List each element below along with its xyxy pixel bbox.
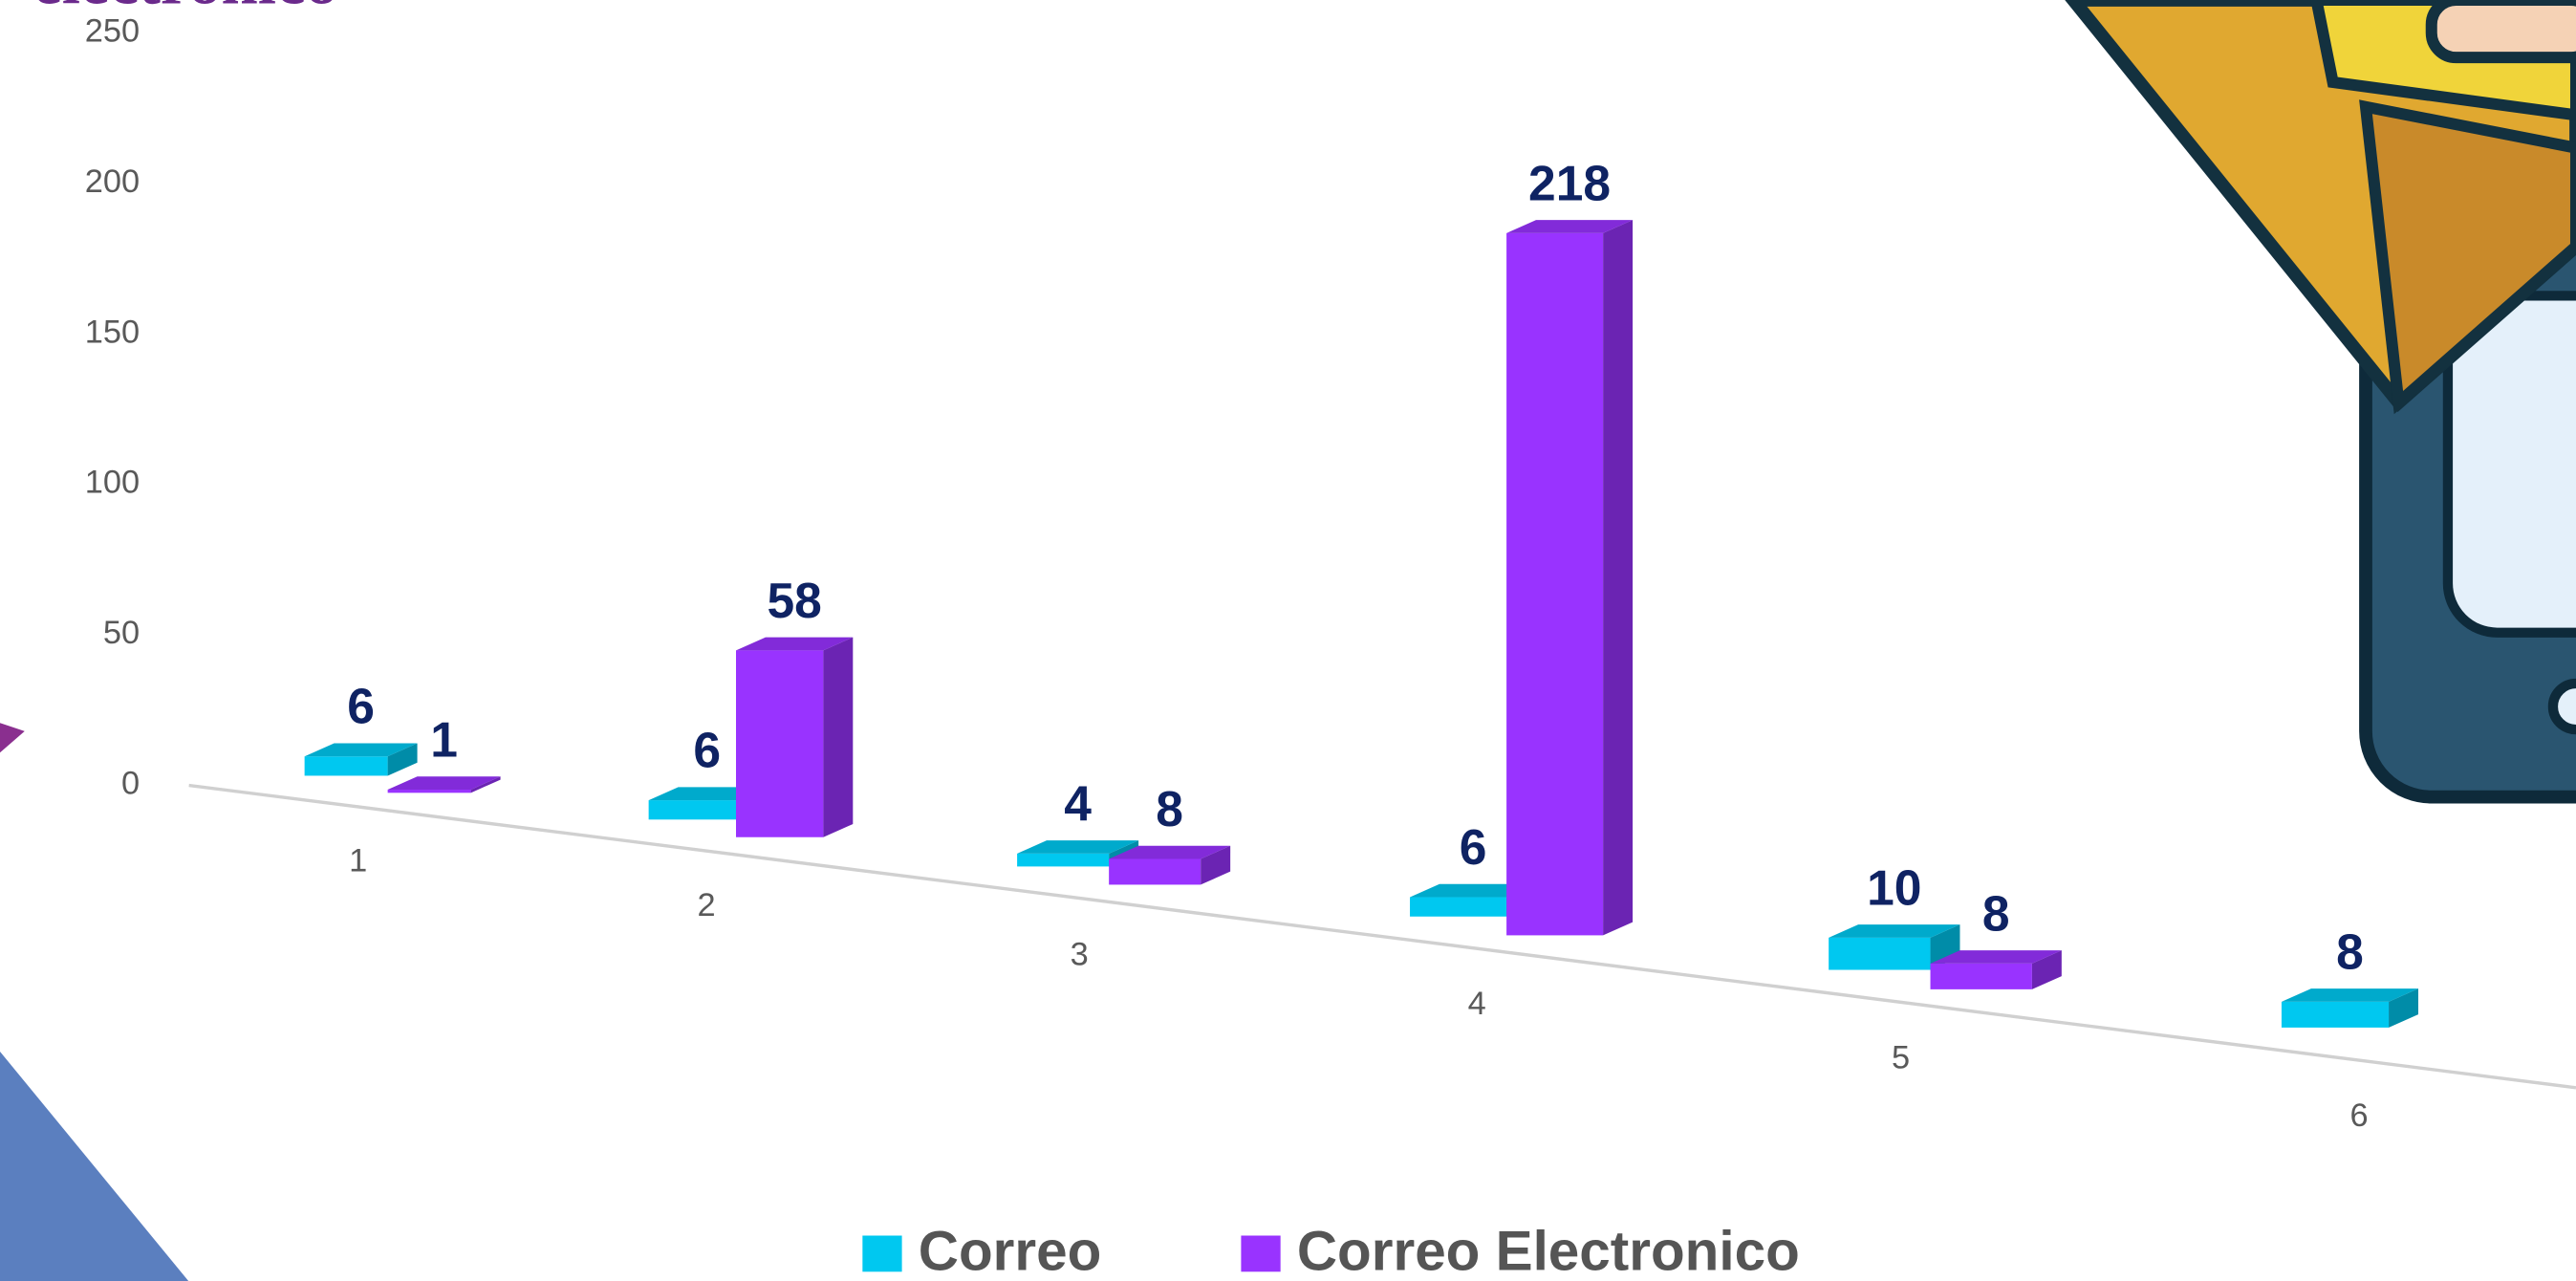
- bar-side: [387, 743, 418, 776]
- bar-side: [1603, 220, 1634, 936]
- bar-top: [1930, 950, 2062, 964]
- bar-group: [1829, 924, 1960, 970]
- data-label: 8: [1982, 885, 2010, 941]
- x-tick-label: 3: [1071, 936, 1089, 972]
- x-tick-label: 5: [1892, 1040, 1910, 1076]
- bar-side: [470, 776, 501, 793]
- x-tick-label: 6: [2350, 1097, 2369, 1134]
- phone-illustration: [2065, 0, 2576, 804]
- legend-swatch: [862, 1235, 902, 1272]
- corner-decoration: [0, 1052, 189, 1281]
- bar: [1930, 963, 2032, 989]
- bar-group: [387, 776, 501, 793]
- bar: [2281, 1001, 2390, 1028]
- y-tick-label: 100: [85, 465, 140, 501]
- data-label: 4: [1064, 775, 1092, 831]
- bar: [1410, 897, 1507, 917]
- bar: [648, 800, 736, 820]
- bar-group: [304, 743, 418, 776]
- x-tick-label: 4: [1468, 986, 1486, 1022]
- bar-side: [1201, 845, 1231, 885]
- data-label: 8: [1156, 781, 1183, 836]
- bar-side: [2389, 988, 2418, 1028]
- bar-top: [1017, 840, 1139, 854]
- bar-side: [823, 637, 854, 837]
- x-tick-label: 1: [349, 842, 367, 879]
- y-tick-label: 50: [103, 615, 140, 651]
- y-tick-label: 150: [85, 314, 140, 350]
- y-tick-label: 0: [121, 766, 140, 802]
- bar: [1017, 853, 1110, 867]
- data-label: 218: [1528, 155, 1611, 210]
- data-label: 10: [1867, 859, 1921, 915]
- data-label: 6: [693, 723, 721, 778]
- data-label: 6: [1460, 819, 1487, 875]
- bar-group: [1109, 845, 1231, 885]
- bar-side: [2031, 950, 2062, 989]
- y-tick-label: 200: [85, 163, 140, 200]
- bar-top: [1506, 220, 1634, 233]
- bar-group: [2281, 988, 2418, 1028]
- y-tick-label: 250: [85, 12, 140, 49]
- bar-top: [2281, 988, 2418, 1002]
- bar-group: [736, 637, 854, 837]
- bar-top: [304, 743, 418, 757]
- bar: [736, 650, 824, 837]
- bar-top: [1829, 924, 1960, 938]
- side-decoration: [0, 723, 25, 753]
- bar: [304, 756, 388, 776]
- x-axis-line: [188, 783, 2576, 1090]
- data-label: 1: [430, 711, 458, 767]
- bar: [1506, 232, 1604, 936]
- bar: [1829, 937, 1931, 970]
- bar-top: [736, 637, 854, 651]
- bar-top: [387, 776, 501, 790]
- legend-label: Correo: [919, 1221, 1102, 1281]
- bar-group: [1506, 220, 1634, 936]
- chart-title: electronico: [32, 0, 337, 17]
- bar-top: [1410, 883, 1537, 898]
- legend-swatch: [1241, 1235, 1281, 1272]
- data-label: 8: [2336, 923, 2364, 979]
- bar-top: [1109, 845, 1231, 859]
- bar-group: [1930, 950, 2062, 989]
- data-label: 6: [347, 679, 375, 734]
- x-tick-label: 2: [698, 887, 716, 923]
- bar: [1109, 858, 1201, 885]
- legend-label: Correo Electronico: [1297, 1221, 1800, 1281]
- bar: [387, 789, 471, 793]
- data-label: 58: [767, 573, 821, 628]
